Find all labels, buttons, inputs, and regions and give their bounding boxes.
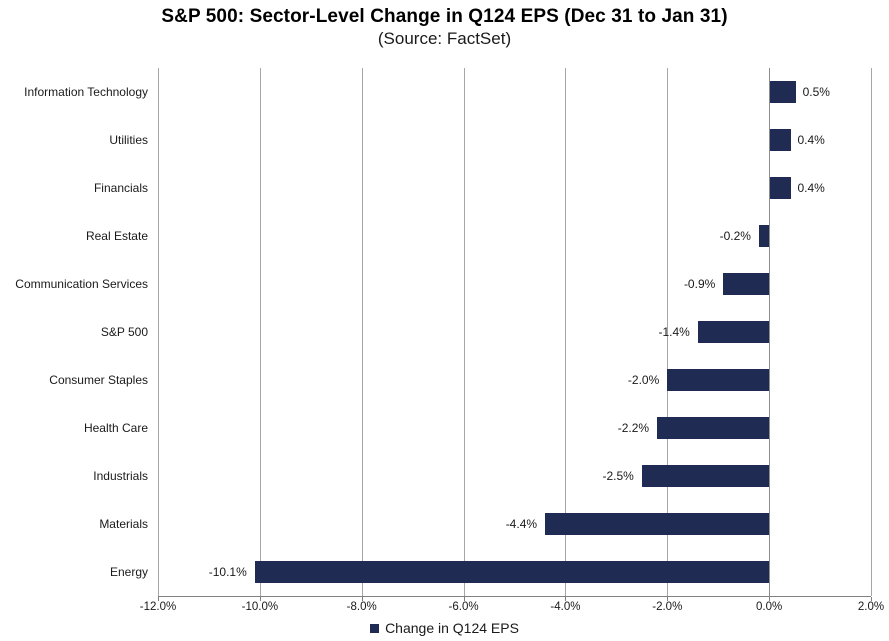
category-label-real-estate: Real Estate: [85, 229, 148, 243]
bar-value-label: -2.2%: [617, 421, 650, 435]
bar-value-label: -4.4%: [505, 517, 538, 531]
bar-value-label: 0.4%: [797, 133, 825, 147]
bar-value-label: 0.4%: [797, 181, 825, 195]
bar-health-care: [657, 417, 770, 439]
legend: Change in Q124 EPS: [0, 620, 889, 636]
legend-series-label: Change in Q124 EPS: [385, 620, 519, 636]
category-label-information-technology: Information Technology: [24, 85, 148, 99]
vertical-gridline: [259, 68, 261, 596]
category-label-communication-services: Communication Services: [15, 277, 148, 291]
bar-value-label: -1.4%: [658, 325, 690, 339]
x-axis-tick-mark: [565, 597, 567, 601]
bar-financials: [770, 177, 791, 199]
x-axis-tick-labels: -12.0% -10.0% -8.0% -6.0% -4.0% -2.0% 0.0% 2.0%: [140, 601, 884, 617]
x-tick-label: -6.0%: [448, 601, 479, 613]
category-label-consumer-staples: Consumer Staples: [49, 373, 148, 387]
vertical-gridline: [361, 68, 363, 596]
category-label-health-care: Health Care: [83, 421, 148, 435]
bar-value-label: -2.5%: [602, 469, 634, 483]
x-axis-tick-mark: [158, 597, 159, 601]
bar-value-label: -0.2%: [719, 229, 751, 243]
bar-value-label: 0.5%: [802, 85, 830, 99]
bar-utilities: [770, 129, 791, 151]
bar-information-technology: [770, 81, 796, 103]
x-axis-tick-mark: [667, 597, 669, 601]
vertical-gridline: [565, 68, 567, 596]
category-label-energy: Energy: [109, 565, 148, 579]
x-tick-label: -4.0%: [550, 601, 581, 613]
bar-value-label: -10.1%: [208, 565, 247, 579]
x-tick-label: 0.0%: [756, 601, 783, 613]
bar-real-estate: [758, 225, 770, 247]
x-tick-label: -10.0%: [241, 601, 279, 613]
y-axis-category-labels: Information Technology Utilities Financial…: [0, 68, 150, 596]
chart-subtitle: (Source: FactSet): [377, 29, 512, 48]
bar-energy: [254, 561, 770, 583]
x-tick-label: -2.0%: [652, 601, 683, 613]
chart-title: S&P 500: Sector-Level Change in Q124 EPS…: [161, 6, 728, 27]
x-axis-line: [158, 596, 871, 597]
bar-consumer-staples: [667, 369, 770, 391]
bar-s-p-500: [697, 321, 770, 343]
x-tick-label: 2.0%: [857, 601, 885, 613]
bar-communication-services: [723, 273, 770, 295]
bar-industrials: [641, 465, 770, 487]
category-label-s-p-500: S&P 500: [100, 325, 148, 339]
x-axis-tick-mark: [871, 597, 872, 601]
x-tick-label: -8.0%: [346, 601, 377, 613]
vertical-gridline: [667, 68, 669, 596]
category-label-industrials: Industrials: [93, 469, 148, 483]
x-axis-tick-mark: [259, 597, 261, 601]
x-tick-label: -12.0%: [139, 601, 177, 613]
vertical-gridline: [463, 68, 465, 596]
plot-area: 0.5% 0.4% 0.4% -0.2% -0.9% -1.4% -2.0% -2.2% -2.…: [158, 68, 872, 601]
category-label-materials: Materials: [99, 517, 148, 531]
x-axis-tick-mark: [463, 597, 465, 601]
vertical-gridline: [871, 68, 872, 596]
x-axis-tick-mark: [769, 597, 771, 601]
x-axis-tick-mark: [361, 597, 363, 601]
bar-materials: [545, 513, 770, 535]
bar-value-label: -2.0%: [627, 373, 660, 387]
bar-value-label: -0.9%: [683, 277, 716, 291]
category-label-utilities: Utilities: [109, 133, 148, 147]
zero-axis-line: [769, 68, 771, 596]
legend-series-marker-icon: [370, 623, 380, 633]
vertical-gridline: [158, 68, 159, 596]
category-label-financials: Financials: [93, 181, 148, 195]
